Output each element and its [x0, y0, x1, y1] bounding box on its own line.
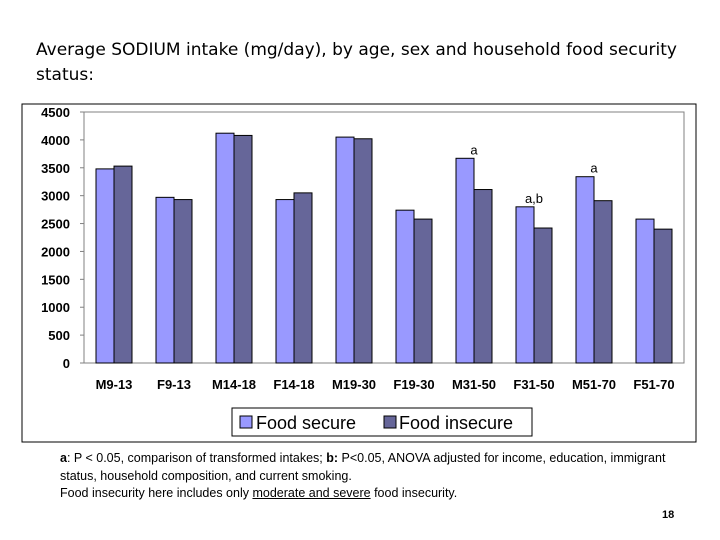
bar-food-insecure-f19-30	[413, 218, 433, 364]
x-tick-label: M19-30	[332, 377, 376, 392]
footnote-a-label: a	[60, 451, 67, 465]
footnote-line-2: Food insecurity here includes only moder…	[60, 485, 700, 503]
x-tick-label: M14-18	[212, 377, 256, 392]
bar-food-secure-m31-50	[455, 157, 475, 364]
bar-food-secure-f31-50	[515, 206, 535, 364]
bar-food-secure-f51-70	[635, 218, 655, 364]
x-tick-label: M51-70	[572, 377, 616, 392]
bar-food-insecure-m14-18	[233, 134, 253, 364]
x-tick-label: F14-18	[273, 377, 314, 392]
y-tick-label: 1000	[41, 300, 70, 315]
legend-swatch-food-insecure	[383, 415, 397, 429]
bar-food-insecure-m51-70	[593, 200, 613, 364]
bar-food-insecure-m19-30	[353, 138, 373, 364]
bar-food-secure-m19-30	[335, 136, 355, 364]
bar-food-secure-f19-30	[395, 209, 415, 364]
y-tick-label: 3000	[41, 189, 70, 204]
bar-food-secure-m9-13	[95, 168, 115, 364]
annotation-label: a,b	[525, 191, 543, 206]
y-tick-label: 500	[48, 328, 70, 343]
bars	[95, 132, 673, 364]
footnote-line2-post: food insecurity.	[370, 486, 458, 500]
bar-food-insecure-f9-13	[173, 199, 193, 364]
x-tick-label: M9-13	[96, 377, 133, 392]
x-tick-label: F31-50	[513, 377, 554, 392]
footnote-line2-pre: Food insecurity here includes only	[60, 486, 253, 500]
y-tick-label: 4500	[41, 105, 70, 120]
footnote-line-1: a: P < 0.05, comparison of transformed i…	[60, 450, 700, 485]
bar-food-insecure-m9-13	[113, 165, 133, 364]
legend-label-food-insecure: Food insecure	[399, 413, 513, 433]
bar-food-secure-m14-18	[215, 132, 235, 364]
bar-food-secure-m51-70	[575, 176, 595, 364]
bar-food-insecure-m31-50	[473, 189, 493, 364]
annotations: a a,b a	[470, 142, 598, 206]
y-tick-label: 1500	[41, 272, 70, 287]
footnote: a: P < 0.05, comparison of transformed i…	[60, 450, 700, 503]
bar-food-secure-f14-18	[275, 199, 295, 364]
y-tick-label: 4000	[41, 133, 70, 148]
x-tick-label: F51-70	[633, 377, 674, 392]
page-number: 18	[662, 509, 675, 521]
page-title: Average SODIUM intake (mg/day), by age, …	[36, 40, 677, 85]
y-tick-label: 0	[63, 356, 70, 371]
x-tick-label: F19-30	[393, 377, 434, 392]
bar-food-insecure-f31-50	[533, 227, 553, 364]
x-axis-labels: M9-13 F9-13 M14-18 F14-18 M19-30 F19-30 M31-50…	[96, 377, 675, 392]
y-axis: 0 500 1000 1500 2000 2500 3000 3500 4000 4500	[41, 105, 84, 371]
annotation-label: a	[470, 142, 478, 157]
x-tick-label: M31-50	[452, 377, 496, 392]
legend-swatch-food-secure	[239, 415, 253, 429]
legend: Food secure Food insecure	[231, 407, 533, 437]
y-tick-label: 3500	[41, 161, 70, 176]
footnote-b-label: b:	[326, 451, 339, 465]
footnote-line2-underlined: moderate and severe	[252, 486, 371, 500]
footnote-b-text: P<0.05, ANOVA adjusted for income, educa…	[60, 451, 666, 483]
legend-box	[231, 407, 533, 437]
y-tick-label: 2500	[41, 217, 70, 232]
legend-label-food-secure: Food secure	[256, 413, 356, 433]
bar-food-insecure-f51-70	[653, 228, 673, 364]
bar-food-secure-f9-13	[155, 196, 175, 364]
footnote-a-text: : P < 0.05, comparison of transformed in…	[66, 451, 327, 465]
annotation-label: a	[590, 161, 598, 176]
y-tick-label: 2000	[41, 244, 70, 259]
x-tick-label: F9-13	[157, 377, 191, 392]
bar-food-insecure-f14-18	[293, 192, 313, 364]
